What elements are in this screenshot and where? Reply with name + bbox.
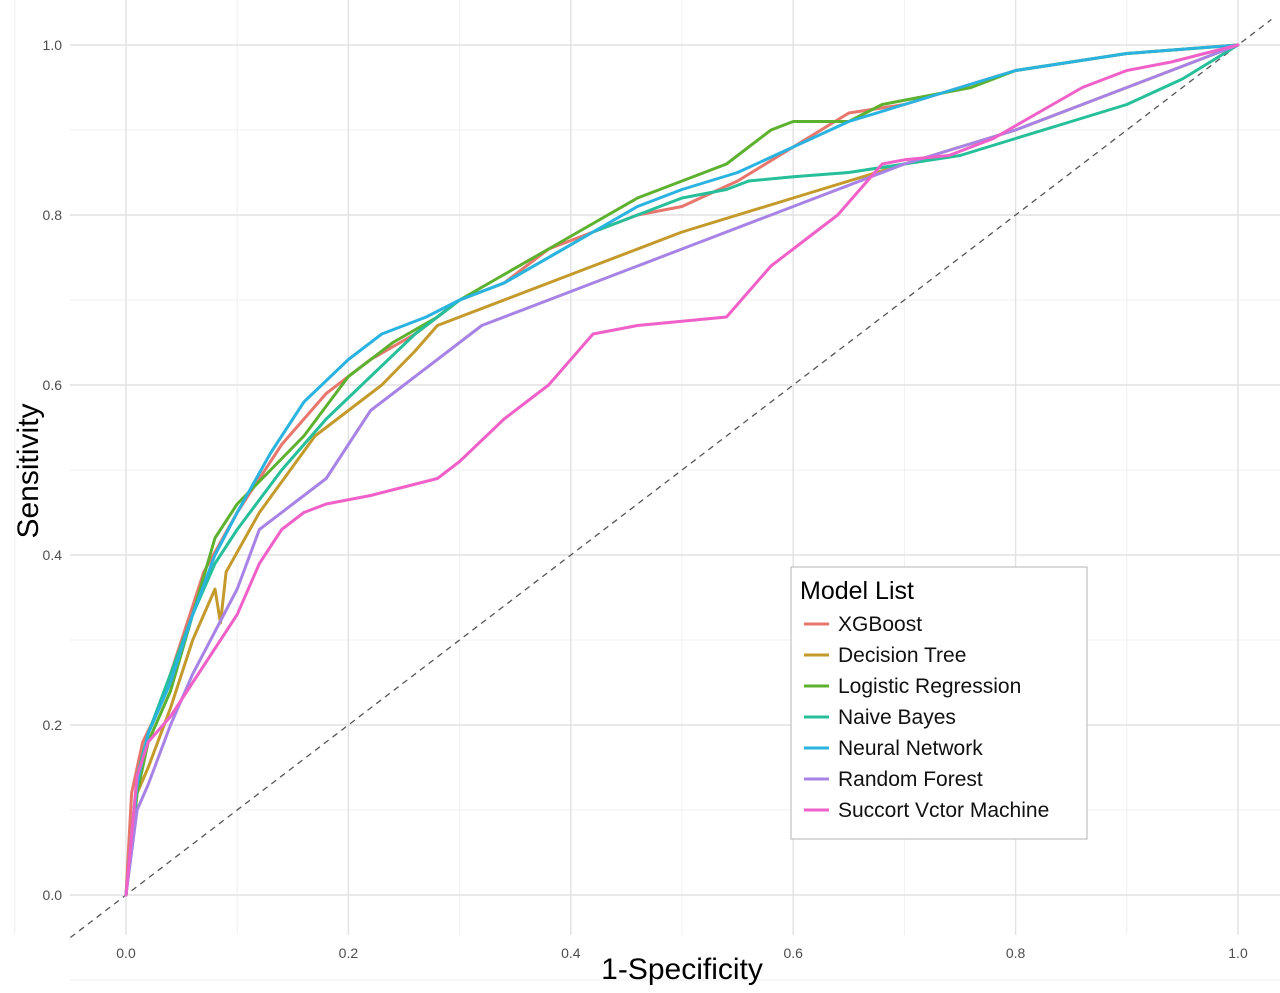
legend-label-neural-network: Neural Network [838, 737, 983, 760]
grid-major [70, 0, 1280, 935]
legend-label-xgboost: XGBoost [838, 613, 922, 636]
x-tick-label: 1.0 [1228, 945, 1248, 961]
series-lines [124, 43, 1240, 897]
x-axis-title: 1-Specificity [601, 953, 763, 986]
series-line-logistic-regression [124, 43, 1240, 897]
reference-diagonal-line [70, 18, 1272, 939]
legend-label-random-forest: Random Forest [838, 768, 983, 791]
y-tick-label: 0.6 [43, 377, 63, 393]
x-tick-labels: 0.0 0.2 0.4 0.6 0.8 1.0 [116, 945, 1248, 961]
legend-items: XGBoost Decision Tree Logistic Regression N… [804, 613, 1049, 822]
y-tick-label: 0.4 [43, 547, 63, 563]
series-line-neural-network [124, 43, 1240, 897]
y-tick-label: 0.8 [43, 207, 63, 223]
y-tick-labels: 0.0 0.2 0.4 0.6 0.8 1.0 [43, 37, 63, 903]
x-tick-label: 0.0 [116, 945, 136, 961]
grid-minor [14, 0, 1280, 981]
y-tick-label: 0.0 [43, 887, 63, 903]
x-tick-label: 0.8 [1006, 945, 1026, 961]
legend-title: Model List [800, 577, 914, 605]
legend-label-naive-bayes: Naive Bayes [838, 706, 956, 729]
y-axis-title: Sensitivity [12, 403, 45, 538]
legend: Model List XGBoost Decision Tree Logistic … [790, 566, 1088, 840]
x-tick-label: 0.4 [561, 945, 581, 961]
y-tick-label: 0.2 [43, 717, 63, 733]
x-tick-label: 0.2 [339, 945, 359, 961]
x-tick-label: 0.6 [783, 945, 803, 961]
y-tick-label: 1.0 [43, 37, 63, 53]
legend-box [790, 566, 1088, 840]
series-line-decision-tree [124, 43, 1240, 897]
legend-label-decision-tree: Decision Tree [838, 644, 966, 667]
legend-label-succort-vctor-machine: Succort Vctor Machine [838, 799, 1049, 822]
series-line-succort-vctor-machine [124, 43, 1240, 897]
legend-label-logistic-regression: Logistic Regression [838, 675, 1021, 698]
